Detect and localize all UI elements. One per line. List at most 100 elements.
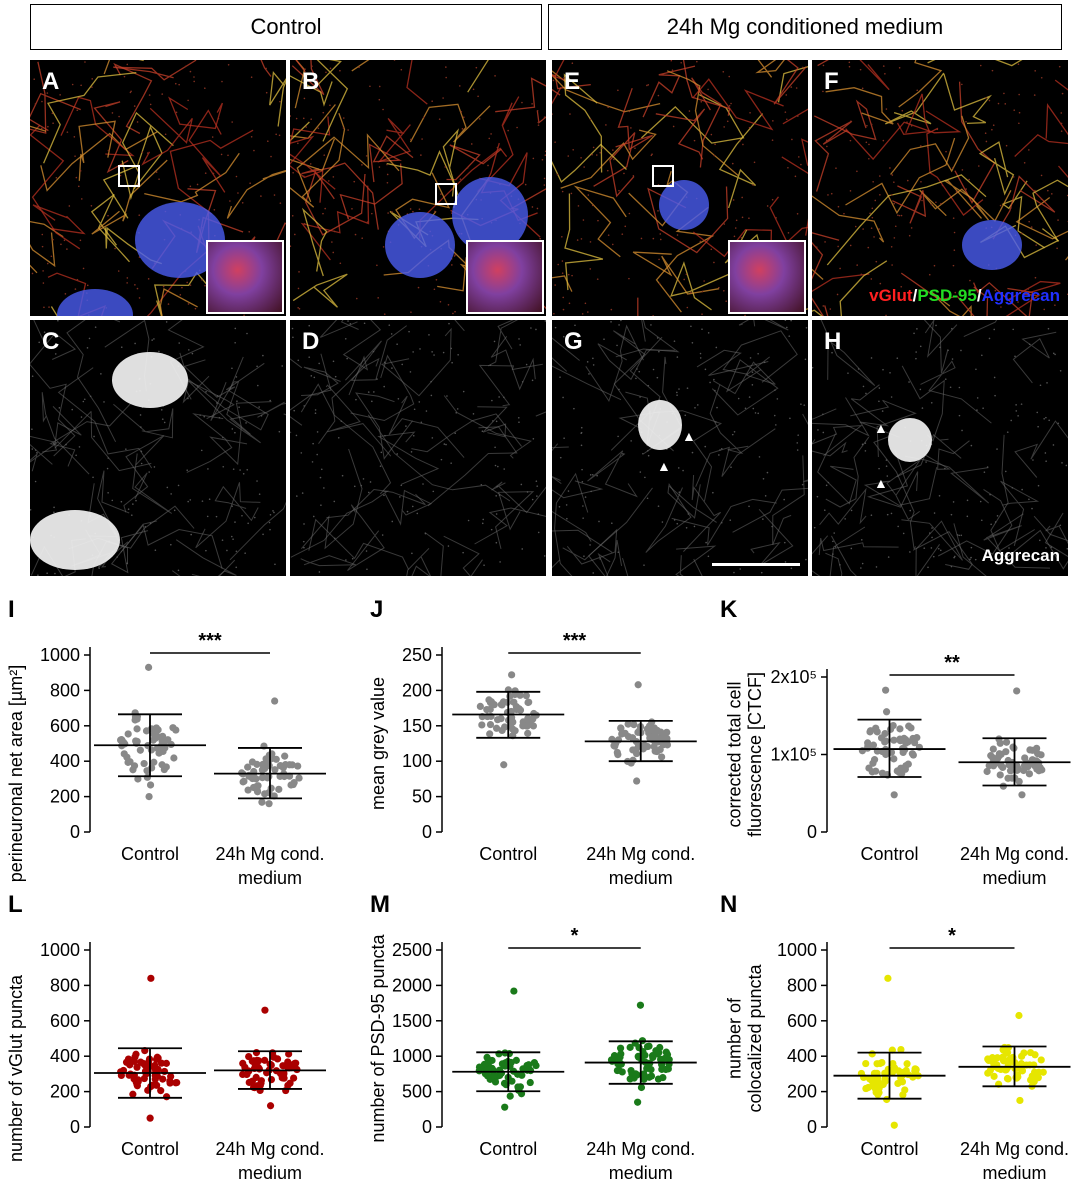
data-point [162,1059,170,1067]
data-point [159,1075,167,1083]
data-point [509,718,517,726]
data-point [240,777,248,785]
data-point [172,726,180,734]
data-point [136,746,144,754]
y-tick-label: 800 [50,680,80,700]
data-point [276,762,284,770]
data-point [626,1075,634,1083]
zoom-inset [466,240,544,314]
data-point [895,768,903,777]
legend-sep1: / [912,286,918,305]
significance-label: *** [563,630,587,652]
y-tick-label: 600 [50,716,80,736]
zoom-box [118,165,140,187]
x-category-label: 24h Mg cond. [586,844,695,864]
data-point [1027,1076,1035,1084]
data-point [244,786,252,794]
data-point [1020,761,1029,770]
x-category-label: Control [860,844,918,864]
data-point [658,1065,666,1073]
data-point [259,764,268,772]
data-point [864,742,872,750]
panel-letter: C [42,328,60,355]
data-point [996,739,1004,747]
data-point [665,1060,673,1068]
data-point [510,698,518,706]
data-point [244,763,252,771]
data-point [643,1042,652,1051]
data-point [241,1063,249,1071]
data-point [146,1114,154,1122]
data-point [869,741,878,749]
arrowhead-icon: ▲ [874,420,888,436]
data-point [614,736,623,744]
y-tick-label: 400 [50,751,80,771]
data-point [1037,1056,1045,1064]
data-point [865,764,873,772]
data-point [501,1103,509,1111]
data-point [868,1050,876,1058]
y-tick-label: 400 [50,1046,80,1066]
y-tick-label: 0 [70,1117,80,1137]
data-point [898,1078,907,1086]
data-point [133,1082,141,1090]
data-point [651,747,659,755]
data-point [611,742,619,750]
data-point [518,1071,526,1079]
data-point [1039,1068,1047,1076]
panel-letter: E [564,68,581,95]
data-point [626,1043,634,1051]
data-point [476,702,484,710]
micrograph-panel-a: A [30,60,286,316]
data-point [271,766,279,774]
data-point [901,1086,909,1094]
data-point [1004,1075,1012,1083]
y-tick-label: 0 [422,1117,432,1137]
data-point [248,774,257,783]
data-point [522,692,530,700]
data-point [640,1075,648,1083]
data-point [267,1075,276,1084]
data-point [266,1102,275,1110]
data-point [295,774,303,782]
scale-bar [712,563,800,566]
data-point [629,756,637,764]
data-point [272,755,280,763]
data-point [261,1056,269,1064]
data-point [996,771,1004,779]
data-point [862,1084,870,1093]
x-category-label: medium [609,868,673,888]
micrograph-panel-h: H ▲ ▲ Aggrecan [812,320,1068,576]
micrograph-panel-c: C [30,320,286,576]
y-tick-label: 1000 [40,645,80,665]
x-category-label: medium [982,1163,1046,1183]
data-point [140,759,148,768]
y-tick-label: 800 [787,975,817,995]
data-point [173,1078,181,1087]
data-point [614,1060,622,1068]
data-point [486,1064,494,1073]
data-point [253,760,261,768]
data-point [872,724,880,732]
data-point [497,715,505,723]
data-point [614,751,622,759]
data-point [989,1058,997,1066]
data-point [1003,1049,1011,1057]
data-point [157,1087,165,1095]
data-point [1002,738,1011,746]
data-point [140,1074,148,1083]
data-point [506,1092,514,1100]
data-point [512,1056,520,1064]
y-axis-label: corrected total cellfluorescence [CTCF] [724,672,765,837]
y-axis-label: number of PSD-95 puncta [368,933,388,1142]
data-point [874,1091,882,1099]
data-point [149,736,157,744]
scatter-chart-l: L 0 200 400 600 800 1000 number of vGlut puncta… [0,890,360,1183]
data-point [478,721,486,729]
data-point [634,1098,642,1106]
data-point [275,785,283,793]
data-point [659,1073,667,1082]
data-point [151,1075,159,1083]
data-point [159,747,167,756]
legend-psd95: PSD-95 [917,286,977,305]
